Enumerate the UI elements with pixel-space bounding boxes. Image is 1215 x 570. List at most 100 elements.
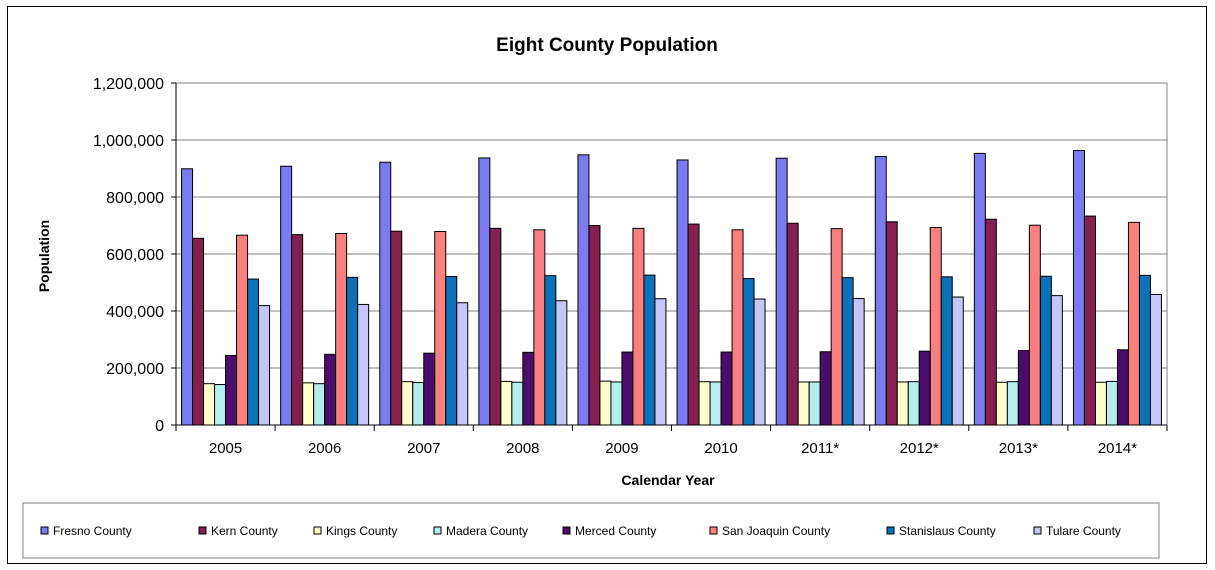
legend-swatch bbox=[198, 526, 207, 535]
bar bbox=[533, 229, 546, 426]
bar bbox=[1072, 150, 1085, 426]
bar bbox=[940, 276, 953, 426]
bar bbox=[1006, 381, 1019, 426]
bar bbox=[896, 381, 909, 426]
bar bbox=[918, 350, 931, 426]
bar bbox=[555, 300, 568, 426]
bar bbox=[335, 232, 348, 426]
bar bbox=[643, 274, 656, 426]
bar bbox=[346, 276, 359, 426]
bar bbox=[907, 381, 920, 426]
bar bbox=[544, 275, 557, 426]
bar bbox=[698, 381, 711, 426]
bar bbox=[390, 230, 403, 426]
bar bbox=[1028, 224, 1041, 426]
x-tick-label: 2005 bbox=[209, 440, 242, 457]
bar bbox=[1149, 293, 1162, 426]
bar bbox=[313, 383, 326, 426]
bar bbox=[1138, 274, 1151, 426]
bar bbox=[302, 382, 315, 426]
bar bbox=[379, 161, 392, 426]
bar bbox=[610, 381, 623, 426]
bar bbox=[412, 382, 425, 426]
legend-label: Kern County bbox=[211, 524, 278, 538]
bar bbox=[445, 276, 458, 426]
bar bbox=[973, 152, 986, 426]
bar bbox=[456, 302, 469, 426]
bar bbox=[786, 222, 799, 426]
bar bbox=[291, 234, 304, 426]
bar bbox=[1017, 350, 1030, 426]
bar bbox=[522, 351, 535, 426]
legend-label: Kings County bbox=[326, 524, 397, 538]
x-tick-label: 2009 bbox=[605, 440, 638, 457]
bar bbox=[775, 157, 788, 426]
legend-label: Tulare County bbox=[1046, 524, 1121, 538]
legend-label: San Joaquin County bbox=[722, 524, 830, 538]
x-tick-label: 2007 bbox=[407, 440, 440, 457]
legend-swatch bbox=[1033, 526, 1042, 535]
legend-box bbox=[22, 502, 1160, 559]
y-tick-label: 800,000 bbox=[106, 190, 164, 207]
bar bbox=[192, 237, 205, 426]
x-tick-label: 2011* bbox=[801, 440, 839, 457]
bar bbox=[423, 352, 436, 426]
y-tick-label: 0 bbox=[155, 418, 164, 435]
x-axis-title: Calendar Year bbox=[621, 472, 715, 488]
legend: Fresno County Kern County Kings County Made… bbox=[22, 502, 1160, 559]
bar bbox=[588, 225, 601, 426]
y-tick-label: 1,000,000 bbox=[93, 133, 164, 150]
bar bbox=[819, 351, 832, 426]
chart-title: Eight County Population bbox=[496, 35, 718, 56]
bar bbox=[577, 154, 590, 426]
bar bbox=[874, 156, 887, 426]
bar bbox=[808, 381, 821, 426]
bar bbox=[676, 159, 689, 426]
bar bbox=[720, 351, 733, 426]
bar bbox=[742, 278, 755, 426]
bar bbox=[951, 296, 964, 426]
bar bbox=[225, 354, 238, 426]
x-tick-label: 2014* bbox=[1098, 440, 1137, 457]
x-tick-label: 2010 bbox=[704, 440, 737, 457]
bar bbox=[632, 227, 645, 426]
bar bbox=[621, 351, 634, 426]
legend-label: Fresno County bbox=[53, 524, 132, 538]
bar bbox=[995, 381, 1008, 426]
bar bbox=[181, 168, 194, 426]
bar bbox=[830, 228, 843, 426]
legend-swatch bbox=[433, 526, 442, 535]
y-axis-title: Population bbox=[36, 220, 52, 292]
bar bbox=[357, 303, 370, 426]
bar bbox=[280, 165, 293, 426]
bar bbox=[1050, 295, 1063, 426]
axes: 0 200,000 400,000 600,000 800,000 1,000,000 1,… bbox=[93, 76, 1168, 457]
bar bbox=[841, 277, 854, 426]
bar bbox=[599, 380, 612, 426]
bar bbox=[984, 218, 997, 426]
bar bbox=[478, 157, 491, 426]
bar bbox=[1105, 380, 1118, 426]
y-tick-label: 400,000 bbox=[106, 304, 164, 321]
legend-swatch bbox=[313, 526, 322, 535]
x-tick-label: 2012* bbox=[900, 440, 939, 457]
bar bbox=[797, 381, 810, 426]
y-tick-label: 1,200,000 bbox=[93, 76, 164, 93]
x-tick-label: 2008 bbox=[506, 440, 539, 457]
bar bbox=[709, 381, 722, 426]
bar bbox=[687, 223, 700, 426]
legend-label: Madera County bbox=[446, 524, 528, 538]
bar bbox=[258, 305, 271, 426]
bar bbox=[1127, 221, 1140, 426]
bar bbox=[1116, 349, 1129, 426]
y-tick-label: 200,000 bbox=[106, 361, 164, 378]
bar bbox=[500, 380, 513, 426]
legend-swatch bbox=[40, 526, 49, 535]
bar bbox=[753, 298, 766, 426]
bar bbox=[489, 227, 502, 426]
bar bbox=[852, 297, 865, 426]
bar bbox=[214, 384, 227, 426]
bar bbox=[1083, 215, 1096, 426]
bar bbox=[654, 298, 667, 426]
